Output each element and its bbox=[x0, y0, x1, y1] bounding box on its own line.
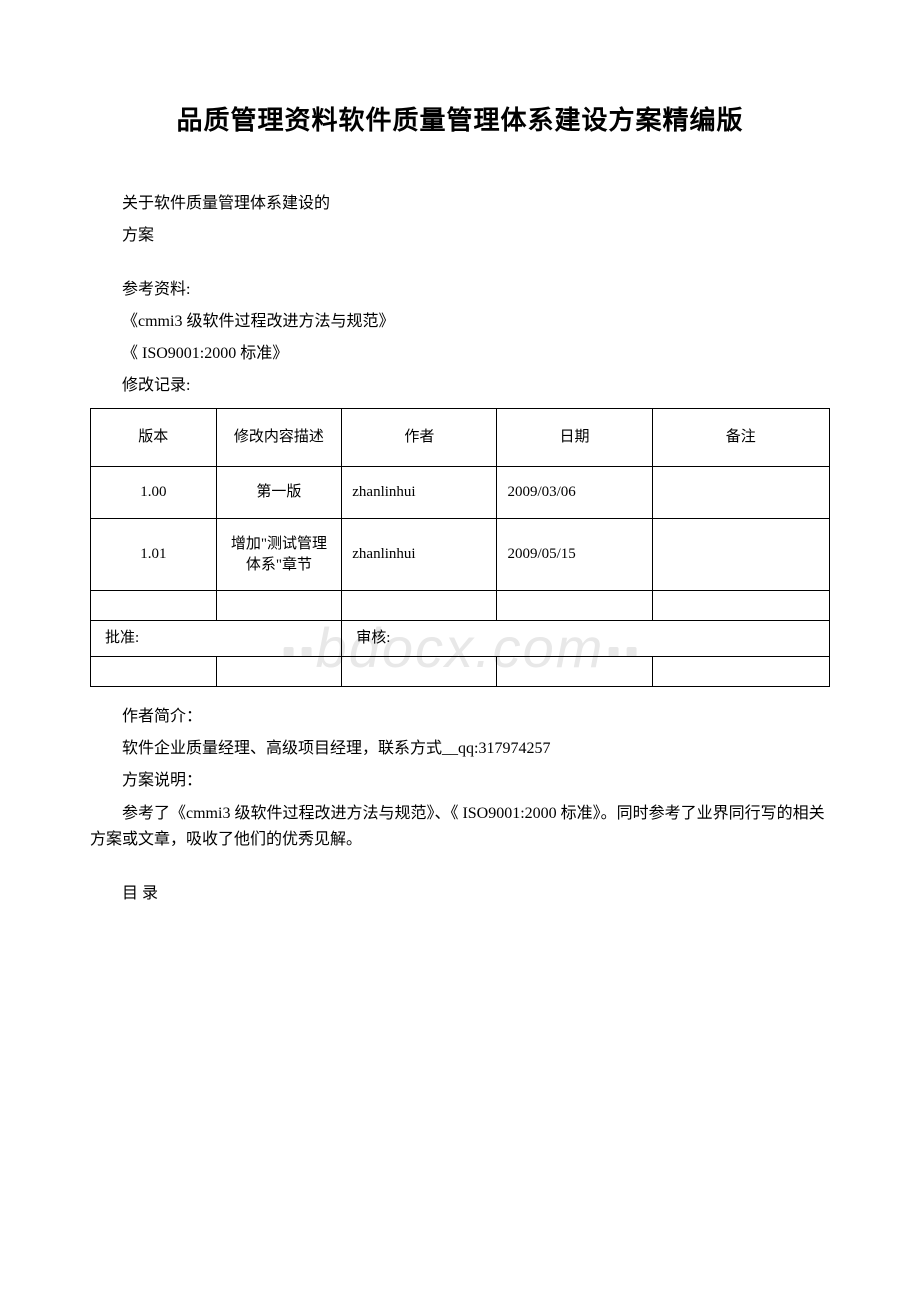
cell-author: zhanlinhui bbox=[342, 519, 497, 591]
cell-version: 1.00 bbox=[91, 467, 217, 519]
header-description: 修改内容描述 bbox=[216, 409, 342, 467]
reference-item-2: 《 ISO9001:2000 标准》 bbox=[90, 342, 830, 366]
table-row: 1.01 增加"测试管理体系"章节 zhanlinhui 2009/05/15 bbox=[91, 519, 830, 591]
cell-remark bbox=[652, 467, 829, 519]
cell-author: zhanlinhui bbox=[342, 467, 497, 519]
revision-heading: 修改记录: bbox=[90, 374, 830, 398]
header-remark: 备注 bbox=[652, 409, 829, 467]
header-version: 版本 bbox=[91, 409, 217, 467]
approval-cell: 批准: bbox=[91, 621, 342, 657]
table-approval-row: 批准: 审核: bbox=[91, 621, 830, 657]
cell-remark bbox=[652, 519, 829, 591]
cell-date: 2009/03/06 bbox=[497, 467, 652, 519]
references-heading: 参考资料: bbox=[90, 278, 830, 302]
header-date: 日期 bbox=[497, 409, 652, 467]
cell-description: 增加"测试管理体系"章节 bbox=[216, 519, 342, 591]
author-heading: 作者简介： bbox=[90, 705, 830, 729]
note-body: 参考了《cmmi3 级软件过程改进方法与规范》、《 ISO9001:2000 标… bbox=[90, 801, 830, 852]
author-body: 软件企业质量经理、高级项目经理，联系方式__qq:317974257 bbox=[90, 737, 830, 761]
intro-line-1: 关于软件质量管理体系建设的 bbox=[90, 192, 830, 216]
review-cell: 审核: bbox=[342, 621, 830, 657]
toc-heading: 目 录 bbox=[90, 882, 830, 906]
reference-item-1: 《cmmi3 级软件过程改进方法与规范》 bbox=[90, 310, 830, 334]
header-author: 作者 bbox=[342, 409, 497, 467]
cell-description: 第一版 bbox=[216, 467, 342, 519]
table-header-row: 版本 修改内容描述 作者 日期 备注 bbox=[91, 409, 830, 467]
revision-table: 版本 修改内容描述 作者 日期 备注 1.00 第一版 zhanlinhui 2… bbox=[90, 408, 830, 687]
note-heading: 方案说明： bbox=[90, 769, 830, 793]
table-empty-row bbox=[91, 591, 830, 621]
table-empty-row bbox=[91, 657, 830, 687]
document-title: 品质管理资料软件质量管理体系建设方案精编版 bbox=[90, 100, 830, 137]
intro-line-2: 方案 bbox=[90, 224, 830, 248]
document-content: 品质管理资料软件质量管理体系建设方案精编版 关于软件质量管理体系建设的 方案 参… bbox=[90, 100, 830, 906]
cell-version: 1.01 bbox=[91, 519, 217, 591]
cell-date: 2009/05/15 bbox=[497, 519, 652, 591]
table-row: 1.00 第一版 zhanlinhui 2009/03/06 bbox=[91, 467, 830, 519]
